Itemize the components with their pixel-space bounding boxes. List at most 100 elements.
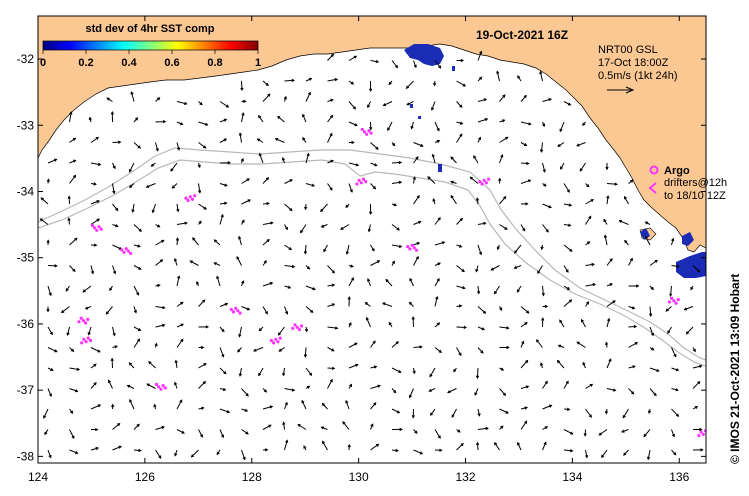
current-vector bbox=[499, 94, 506, 102]
current-vector-head bbox=[570, 431, 574, 435]
current-vector-head bbox=[427, 176, 431, 180]
current-vector-head bbox=[110, 111, 115, 115]
current-vector-head bbox=[118, 445, 122, 449]
current-vector-head bbox=[224, 302, 229, 306]
current-vector-head bbox=[306, 385, 311, 389]
colorbar-tick-label: 0.6 bbox=[164, 57, 179, 69]
current-vector-head bbox=[240, 157, 244, 162]
current-vector bbox=[606, 388, 616, 391]
argo-float bbox=[406, 243, 419, 252]
current-vector-head bbox=[633, 324, 638, 329]
current-vector bbox=[198, 381, 206, 389]
current-vector-head bbox=[699, 427, 703, 432]
current-vector-head bbox=[70, 348, 75, 353]
current-vector bbox=[385, 279, 393, 287]
current-vector bbox=[40, 197, 49, 205]
current-vector bbox=[604, 235, 608, 246]
current-vector bbox=[146, 383, 156, 389]
current-vector bbox=[69, 429, 75, 439]
current-vector bbox=[560, 162, 565, 170]
current-vector bbox=[304, 347, 307, 357]
current-vector-head bbox=[566, 286, 571, 290]
current-vector bbox=[345, 400, 350, 410]
current-vector bbox=[542, 98, 552, 102]
current-vector bbox=[599, 429, 608, 436]
current-vector-head bbox=[436, 128, 440, 132]
current-vector-head bbox=[604, 411, 609, 415]
current-vector bbox=[585, 408, 592, 418]
current-vector-head bbox=[608, 358, 612, 362]
current-vector bbox=[413, 156, 419, 164]
current-vector-head bbox=[76, 367, 81, 371]
argo-dot bbox=[229, 307, 233, 312]
current-vector bbox=[434, 241, 445, 246]
current-vector bbox=[520, 162, 529, 165]
current-vector bbox=[152, 203, 156, 213]
current-vector bbox=[576, 341, 586, 348]
current-vector-head bbox=[221, 354, 225, 358]
current-vector-head bbox=[238, 235, 242, 240]
current-vector bbox=[127, 385, 135, 389]
current-vector-head bbox=[146, 383, 150, 387]
drifters-label-2: to 18/10 12Z bbox=[664, 190, 726, 202]
current-vector bbox=[542, 404, 552, 410]
current-vector-head bbox=[108, 379, 111, 383]
current-vector bbox=[112, 265, 116, 274]
current-vector-head bbox=[67, 195, 71, 199]
current-vector-head bbox=[331, 283, 336, 287]
current-vector-head bbox=[568, 299, 573, 303]
current-vector bbox=[391, 244, 402, 248]
current-vector-head bbox=[302, 137, 306, 141]
current-vector-head bbox=[416, 242, 421, 246]
current-vector-head bbox=[136, 292, 140, 296]
current-vector bbox=[649, 306, 652, 316]
model-date: 17-Oct 18:00Z bbox=[598, 57, 669, 69]
current-vector-head bbox=[560, 166, 563, 170]
current-vector-head bbox=[479, 76, 483, 80]
current-vector-head bbox=[388, 321, 392, 326]
current-vector-head bbox=[453, 369, 457, 373]
current-vector bbox=[563, 381, 569, 389]
current-vector bbox=[692, 265, 700, 273]
current-vector-head bbox=[582, 361, 586, 366]
current-vector-head bbox=[601, 454, 605, 459]
current-vector-head bbox=[429, 374, 433, 378]
current-vector-head bbox=[408, 301, 413, 305]
current-vector-head bbox=[173, 257, 178, 262]
current-vector-head bbox=[270, 221, 274, 225]
current-vector-head bbox=[540, 246, 544, 251]
current-vector-head bbox=[291, 388, 296, 392]
current-vector-head bbox=[412, 176, 416, 180]
current-vector-head bbox=[568, 203, 573, 207]
current-vector bbox=[649, 388, 657, 396]
current-vector-head bbox=[202, 299, 206, 303]
current-vector-head bbox=[673, 354, 677, 358]
current-vector-head bbox=[113, 271, 117, 275]
current-vector-head bbox=[591, 262, 595, 267]
current-vector bbox=[284, 440, 288, 451]
current-vector-head bbox=[651, 347, 655, 351]
current-vector-head bbox=[458, 304, 463, 308]
current-vector-head bbox=[74, 237, 78, 241]
current-vector bbox=[258, 115, 264, 123]
current-vector bbox=[606, 318, 610, 328]
current-vector-head bbox=[174, 453, 178, 457]
current-vector-head bbox=[60, 310, 65, 314]
argo-dot bbox=[186, 198, 190, 203]
current-vector-head bbox=[213, 262, 217, 266]
current-vector bbox=[305, 367, 312, 376]
current-vector bbox=[477, 98, 487, 102]
current-vector bbox=[284, 244, 292, 251]
argo-dot bbox=[79, 316, 83, 320]
current-vector bbox=[348, 364, 358, 369]
current-vector-head bbox=[53, 158, 58, 162]
current-vector bbox=[649, 367, 659, 372]
scale-arrow-head bbox=[625, 86, 635, 94]
current-vector-head bbox=[334, 326, 339, 330]
current-vector-head bbox=[387, 127, 391, 132]
current-vector-head bbox=[475, 375, 480, 380]
current-vector bbox=[563, 183, 570, 193]
current-vector-head bbox=[624, 195, 627, 200]
argo-dot bbox=[193, 194, 197, 198]
current-vector bbox=[284, 179, 293, 184]
